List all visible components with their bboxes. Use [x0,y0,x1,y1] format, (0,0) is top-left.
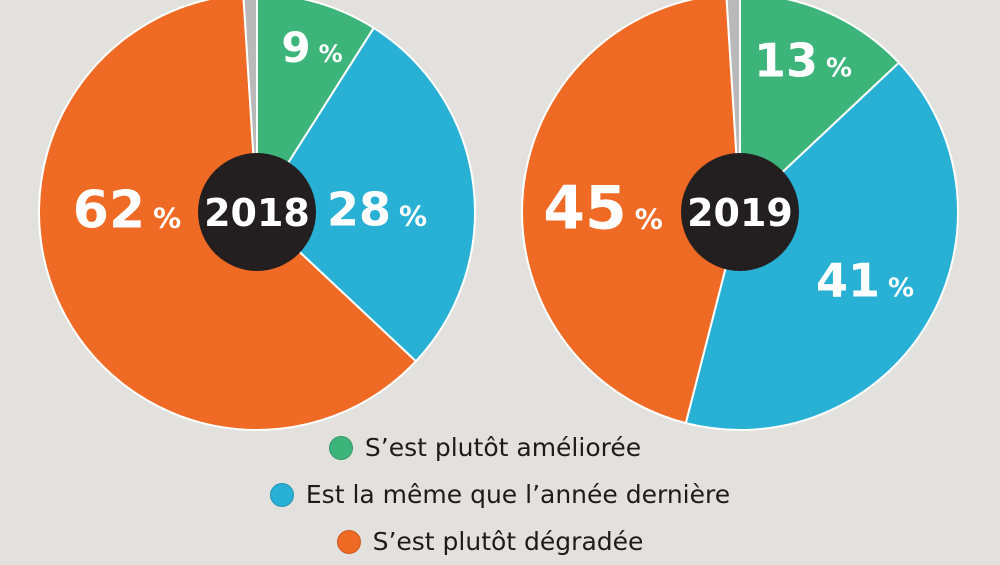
pie-slice-worse [521,0,741,425]
year-label: 2018 [204,191,310,235]
legend: S’est plutôt améliorée Est la même que l… [0,424,1000,565]
legend-item-same: Est la même que l’année dernière [269,471,731,518]
legend-item-improved: S’est plutôt améliorée [328,424,642,471]
pie-slice-improved [739,0,900,213]
legend-swatch-worse [336,529,361,554]
pie-slice-same [684,61,959,431]
data-label-worse: 45% [543,174,663,244]
legend-label-improved: S’est plutôt améliorée [364,433,642,462]
pie-chart-2019: 2019 13 % 41 % 45% [521,0,959,431]
data-label-same: 28% [327,183,427,237]
data-label-worse: 62% [73,181,181,241]
year-badge [681,153,799,271]
legend-label-same: Est la même que l’année dernière [305,480,731,509]
year-label: 2019 [687,191,793,235]
legend-item-worse: S’est plutôt dégradée [336,518,644,565]
pie-chart-2018: 2018 9 % 28 % 62% [38,0,476,431]
data-label-improved: 9% [281,23,342,72]
legend-swatch-same [269,482,294,507]
pie-slice-same [256,26,476,363]
legend-swatch-improved [328,435,353,460]
legend-label-worse: S’est plutôt dégradée [372,527,644,556]
pie-slice-improved [256,0,375,213]
data-label-improved: 13% [754,34,852,88]
data-label-same: 41% [816,254,914,308]
year-badge [198,153,316,271]
